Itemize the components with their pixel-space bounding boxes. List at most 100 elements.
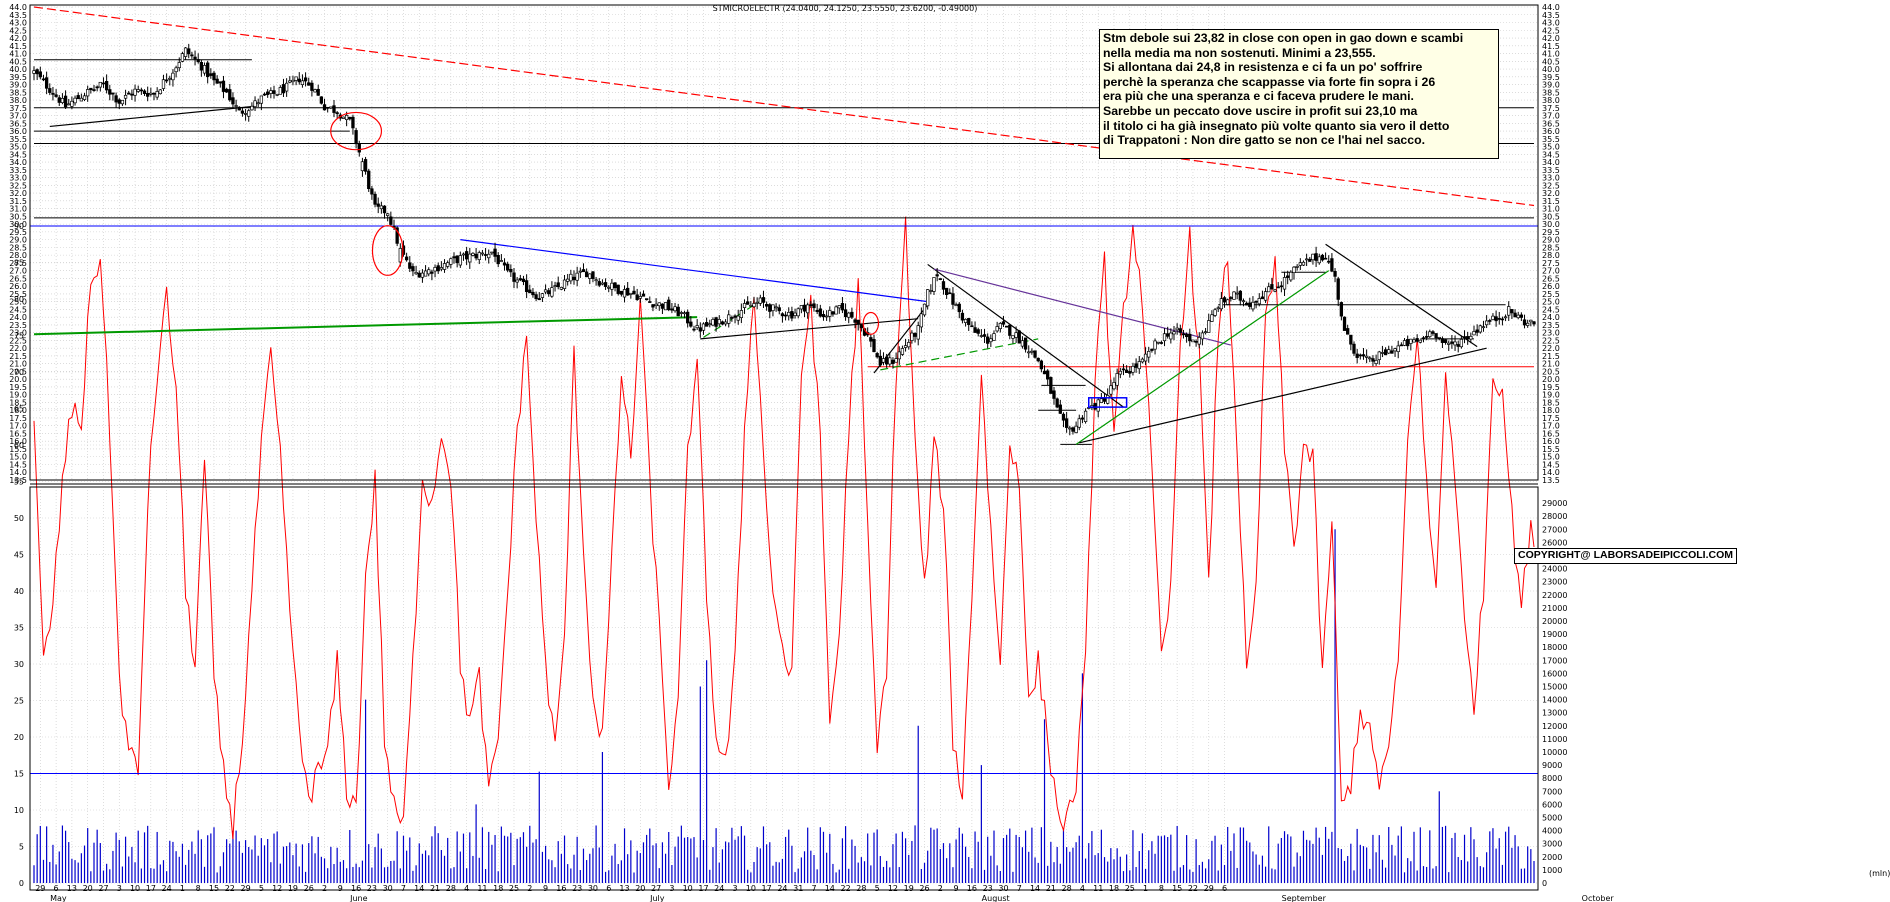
candle-body [1364, 355, 1369, 358]
candle-body [1115, 373, 1119, 386]
candle-body [76, 95, 80, 100]
candle-body [1472, 331, 1476, 336]
candle-body [1282, 277, 1287, 290]
candle-body [417, 272, 421, 278]
candle-body [1011, 335, 1015, 339]
candle-body [714, 317, 718, 327]
candle-body [63, 95, 68, 108]
price-tick-label: 24.0 [9, 313, 27, 322]
candle-body [73, 97, 77, 104]
candle-body [1453, 341, 1457, 346]
candle-body [884, 356, 889, 365]
candle-body [588, 273, 592, 279]
volume-tick-label: 20000 [1542, 617, 1567, 626]
candle-body [228, 89, 232, 101]
candle-body [1153, 340, 1157, 350]
candle-body [1412, 339, 1416, 343]
candle-body [120, 99, 125, 105]
price-tick-label: 14.0 [1542, 468, 1560, 477]
candle-body [758, 297, 762, 304]
price-tick-label: 42.5 [1542, 26, 1560, 35]
candle-body [746, 301, 750, 305]
candle-body [948, 292, 952, 295]
oscillator-grid [30, 225, 1538, 884]
candle-body [1055, 398, 1059, 408]
candle-body [1526, 322, 1530, 326]
candle-body [670, 308, 674, 311]
price-tick-label: 40.5 [9, 57, 27, 66]
indicator-panel-frame [29, 486, 1539, 891]
price-tick-label: 30.0 [1542, 220, 1560, 229]
candle-body [831, 311, 835, 315]
price-tick-label: 19.0 [9, 391, 27, 400]
candle-body [1352, 343, 1356, 354]
candle-body [253, 100, 257, 108]
candle-body [995, 326, 999, 332]
candle-body [174, 67, 178, 73]
candle-body [354, 130, 358, 145]
candle-body [335, 112, 339, 115]
price-tick-label: 43.5 [9, 11, 27, 20]
price-tick-label: 15.0 [9, 453, 27, 462]
candle-body [433, 267, 437, 272]
candle-body [856, 319, 860, 325]
day-tick-label: 30 [998, 884, 1008, 893]
price-tick-label: 30.0 [9, 220, 27, 229]
volume-axis-unit: (mln) [1869, 869, 1890, 878]
candle-body [1162, 333, 1167, 342]
price-tick-label: 29.5 [1542, 228, 1560, 237]
volume-tick-label: 5000 [1542, 814, 1562, 823]
candle-body [667, 299, 671, 311]
trend-line [49, 105, 256, 128]
oscillator-tick-label: 50 [14, 514, 24, 523]
price-tick-label: 25.5 [9, 290, 27, 299]
price-tick-label: 18.0 [1542, 406, 1560, 415]
candle-body [872, 339, 876, 353]
price-tick-label: 15.5 [9, 445, 27, 454]
oscillator-tick-label: 45 [14, 551, 24, 560]
candle-body [1434, 333, 1438, 339]
day-tick-label: 20 [83, 884, 93, 893]
candle-body [1415, 338, 1419, 342]
candle-body [1001, 321, 1006, 325]
candle-body [547, 290, 551, 295]
candle-body [802, 304, 807, 312]
note-line: era più che una speranza e ci faceva pru… [1103, 89, 1414, 104]
price-tick-label: 37.0 [9, 112, 27, 121]
candle-body [799, 305, 804, 310]
candle-body [764, 303, 769, 307]
candle-body [1121, 368, 1126, 371]
candle-body [363, 159, 368, 172]
candle-body [234, 105, 238, 107]
price-grid [30, 6, 1538, 890]
candle-body [1235, 292, 1239, 295]
candle-body [1112, 382, 1116, 390]
candle-body [209, 73, 213, 76]
candle-body [938, 278, 942, 280]
price-tick-label: 27.5 [1542, 259, 1560, 268]
candle-body [572, 276, 576, 281]
candle-body [284, 82, 289, 92]
candle-body [897, 351, 901, 360]
candle-body [256, 102, 260, 105]
day-tick-label: 4 [464, 884, 469, 893]
day-tick-label: 15 [209, 884, 219, 893]
candle-body [1355, 353, 1359, 358]
candle-body [1172, 331, 1176, 335]
candle-body [1273, 289, 1277, 292]
candle-body [136, 89, 140, 92]
candle-body [1071, 427, 1075, 432]
price-tick-label: 29.5 [9, 228, 27, 237]
candle-body [411, 266, 415, 272]
candle-body [635, 294, 639, 301]
candle-body [597, 281, 601, 286]
candle-body [553, 285, 557, 288]
candle-body [382, 205, 387, 214]
candle-body [998, 323, 1002, 329]
day-tick-label: 17 [698, 884, 708, 893]
candle-body [960, 312, 965, 321]
candle-body [218, 81, 222, 84]
price-tick-label: 21.5 [9, 352, 27, 361]
candle-body [180, 53, 185, 62]
price-tick-label: 36.5 [1542, 119, 1560, 128]
